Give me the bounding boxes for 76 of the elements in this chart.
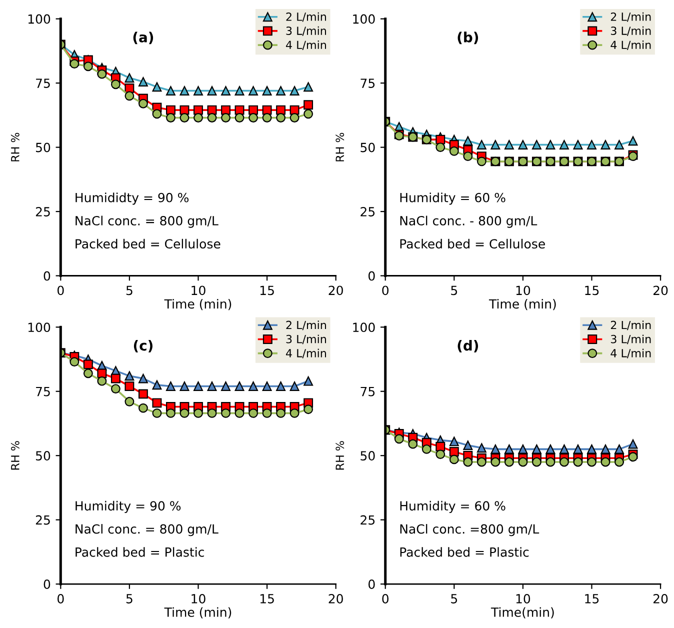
- annotation: NaCl conc. = 800 gm/L: [76, 524, 218, 536]
- legend-label: 2 L/min: [286, 12, 326, 22]
- y-tick-label: 0: [368, 580, 375, 589]
- annotation: NaCl conc. - 800 gm/L: [400, 216, 538, 228]
- y-tick-label: 75: [36, 78, 50, 88]
- y-tick-label: 50: [36, 451, 50, 461]
- annotation: Humidity = 60 %: [400, 500, 506, 514]
- x-tick-label: 10: [516, 594, 530, 604]
- x-tick-label: 20: [328, 286, 343, 296]
- x-tick-label: 15: [260, 594, 274, 604]
- y-axis-title: RH %: [336, 441, 344, 470]
- x-axis-title: Time(min): [490, 607, 554, 618]
- x-tick-label: 0: [58, 286, 64, 296]
- x-tick-label: 10: [192, 594, 206, 604]
- legend-label: 2 L/min: [286, 320, 326, 330]
- text: (b): [458, 32, 478, 44]
- annotation: Packed bed = Plastic: [76, 547, 204, 557]
- annotation: NaCl conc. = 800 gm/L: [76, 216, 218, 228]
- y-tick-label: 100: [28, 14, 50, 24]
- x-tick-label: 15: [585, 594, 599, 604]
- legend-label: 3 L/min: [610, 26, 651, 36]
- y-tick-label: 100: [353, 14, 375, 24]
- annotation: Packed bed = Cellulose: [76, 238, 220, 249]
- legend-label: 2 L/min: [610, 320, 651, 330]
- y-tick-label: 25: [360, 206, 375, 216]
- x-tick-label: 10: [516, 286, 530, 296]
- legend-label: 4 L/min: [610, 40, 651, 50]
- x-tick-label: 0: [382, 594, 388, 604]
- annotation: Packed bed = Cellulose: [400, 238, 545, 249]
- x-tick-label: 5: [451, 286, 458, 296]
- x-axis-title: Time (min): [164, 607, 232, 618]
- annotation: Humidity = 60 %: [400, 192, 506, 205]
- legend-label: 2 L/min: [610, 12, 651, 22]
- x-tick-label: 0: [382, 286, 388, 296]
- text: (a): [133, 32, 154, 44]
- annotation: Humidity = 90 %: [76, 500, 181, 514]
- x-tick-label: 10: [192, 286, 206, 296]
- annotation: Humididty = 90 %: [76, 192, 189, 205]
- legend-label: 4 L/min: [286, 348, 326, 358]
- legend-label: 4 L/min: [286, 40, 326, 50]
- y-tick-label: 100: [353, 322, 375, 332]
- text: (d): [458, 340, 478, 352]
- x-tick-label: 5: [126, 594, 132, 604]
- annotation: Packed bed = Plastic: [400, 547, 529, 557]
- y-axis-title: RH %: [10, 441, 20, 470]
- x-tick-label: 20: [653, 594, 668, 604]
- x-tick-label: 5: [126, 286, 132, 296]
- y-tick-label: 0: [44, 271, 50, 281]
- annotation: NaCl conc. =800 gm/L: [400, 524, 540, 536]
- x-tick-label: 0: [58, 594, 64, 604]
- y-tick-label: 0: [368, 271, 375, 281]
- x-tick-label: 5: [451, 594, 458, 604]
- text: (c): [134, 340, 152, 352]
- y-tick-label: 25: [36, 206, 50, 216]
- y-tick-label: 50: [360, 142, 375, 152]
- x-tick-label: 15: [585, 286, 599, 296]
- y-tick-label: 75: [360, 78, 375, 88]
- legend-label: 3 L/min: [286, 26, 326, 36]
- legend-label: 4 L/min: [610, 348, 651, 358]
- y-axis-title: RH %: [10, 132, 20, 162]
- y-tick-label: 0: [44, 580, 50, 589]
- y-tick-label: 25: [360, 515, 375, 525]
- x-axis-title: Time (min): [488, 298, 556, 310]
- y-axis-title: RH %: [336, 132, 344, 162]
- x-axis-title: Time (min): [164, 298, 232, 310]
- y-tick-label: 75: [360, 386, 375, 396]
- y-tick-label: 50: [360, 451, 375, 461]
- y-tick-label: 100: [28, 322, 50, 332]
- x-tick-label: 15: [260, 286, 274, 296]
- legend-label: 3 L/min: [286, 334, 326, 344]
- y-tick-label: 25: [36, 515, 50, 525]
- legend-label: 3 L/min: [610, 334, 651, 344]
- x-tick-label: 20: [653, 286, 668, 296]
- x-tick-label: 20: [328, 594, 343, 604]
- y-tick-label: 50: [36, 142, 50, 152]
- y-tick-label: 75: [36, 386, 50, 396]
